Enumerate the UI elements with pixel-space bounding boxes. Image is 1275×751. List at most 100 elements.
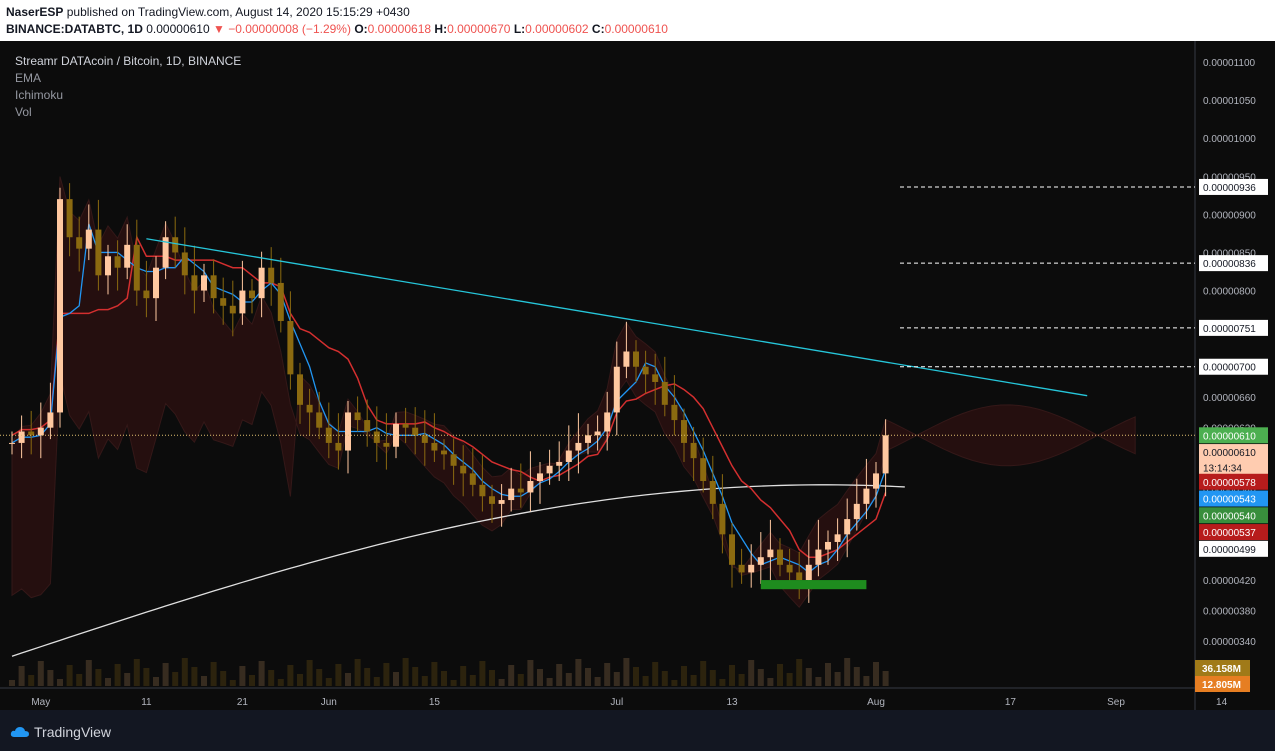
volume-bar — [153, 677, 159, 686]
candle-body — [671, 404, 678, 421]
y-tick-label: 0.00001050 — [1203, 96, 1256, 107]
candle-body — [460, 465, 467, 474]
volume-bar — [777, 664, 783, 686]
volume-bar — [220, 671, 227, 686]
price-marker-box — [1199, 507, 1268, 524]
volume-bar — [834, 672, 841, 686]
candle-body — [517, 488, 524, 493]
candle-body — [47, 412, 54, 428]
price-marker-box — [1199, 427, 1268, 444]
footer-bar: TradingView — [0, 710, 1275, 751]
candle-body — [623, 351, 630, 367]
candle-body — [844, 519, 851, 535]
candle-body — [815, 549, 822, 565]
candle-body — [287, 321, 294, 375]
volume-bar — [469, 675, 476, 686]
publisher-name[interactable]: NaserESP — [6, 5, 64, 19]
volume-bar — [85, 660, 92, 686]
volume-bar — [383, 663, 390, 686]
candle-body — [873, 473, 879, 489]
kijun-line — [11, 234, 887, 558]
price-marker-label: 0.00000610 — [1203, 448, 1256, 459]
price-marker-label: 0.00000543 — [1203, 495, 1256, 506]
volume-bar — [249, 675, 255, 686]
candle-body — [825, 541, 831, 550]
volume-bar — [393, 672, 399, 686]
candle-body — [537, 473, 543, 482]
volume-bar — [66, 665, 73, 686]
candle-body — [508, 488, 515, 501]
volume-bar — [450, 680, 457, 686]
tradingview-logo[interactable]: TradingView — [10, 724, 111, 740]
x-tick-label: May — [31, 697, 50, 708]
x-tick-label: 21 — [237, 697, 249, 708]
volume-bar — [114, 664, 121, 686]
candle-body — [57, 199, 63, 413]
legend-title[interactable]: Streamr DATAcoin / Bitcoin, 1D, BINANCE — [15, 54, 242, 68]
publish-line: NaserESP published on TradingView.com, A… — [6, 5, 410, 19]
volume-bar — [277, 679, 284, 686]
low-value: 0.00000602 — [525, 22, 589, 36]
volume-bar — [489, 670, 495, 686]
legend-item-ichimoku[interactable]: Ichimoku — [15, 88, 64, 102]
high-label: H: — [434, 22, 448, 36]
y-tick-label: 0.00000380 — [1203, 607, 1256, 618]
volume-bar — [863, 676, 870, 686]
volume-bar — [191, 667, 198, 686]
legend-item-vol[interactable]: Vol — [15, 105, 32, 119]
candle-body — [191, 275, 198, 291]
chart-area[interactable]: 0.00001100 0.00001050 0.00001000 0.00000950… — [0, 41, 1275, 710]
volume-bar — [479, 661, 486, 686]
candle-body — [258, 267, 265, 299]
volume-bar — [105, 678, 111, 686]
volume-bar — [316, 669, 323, 686]
last-price: 0.00000610 — [146, 22, 210, 36]
y-tick-label: 0.00000340 — [1203, 637, 1256, 648]
candle-body — [85, 229, 92, 249]
candle-body — [239, 290, 246, 314]
candle-body — [153, 267, 159, 299]
price-chart[interactable]: 0.00001100 0.00001050 0.00001000 0.00000950… — [0, 41, 1275, 710]
volume-bar — [345, 673, 351, 686]
volume-bar — [9, 680, 15, 686]
candle-body — [335, 442, 342, 451]
legend-item-ema[interactable]: EMA — [15, 71, 42, 85]
volume-bar — [431, 662, 438, 686]
candle-body — [249, 290, 255, 299]
volume-bar — [661, 671, 668, 686]
candle-body — [613, 366, 620, 413]
price-marker-label: 0.00000751 — [1203, 324, 1256, 335]
volume-bar — [325, 678, 332, 686]
price-marker-label: 0.00000537 — [1203, 528, 1256, 539]
ohlc-line: BINANCE:DATABTC, 1D 0.00000610 ▼ −0.0000… — [6, 22, 668, 36]
volume-bar — [700, 661, 707, 686]
candle-body — [18, 431, 25, 443]
candle-body — [76, 237, 83, 249]
candle-body — [364, 420, 371, 432]
volume-bar — [786, 673, 793, 686]
volume-bar — [508, 665, 515, 686]
volume-bar — [805, 668, 812, 686]
candle-body — [297, 374, 303, 405]
candle-body — [277, 282, 284, 322]
open-label: O: — [354, 22, 368, 36]
x-tick-label: Jun — [321, 697, 337, 708]
candle-body — [306, 404, 313, 413]
candle-body — [748, 564, 755, 573]
y-tick-label: 0.00000660 — [1203, 393, 1256, 404]
candle-body — [479, 484, 486, 497]
volume-bar — [633, 667, 639, 686]
candle-body — [777, 549, 783, 565]
candle-body — [172, 237, 179, 253]
volume-bar — [201, 676, 207, 686]
price-marker-box — [1199, 319, 1268, 336]
volume-bar — [133, 659, 140, 686]
volume-bar — [258, 661, 265, 686]
candle-body — [143, 290, 150, 299]
volume-bar — [28, 675, 35, 686]
x-tick-label: 14 — [1216, 697, 1228, 708]
volume-bar — [767, 678, 774, 686]
candle-body — [383, 442, 390, 447]
y-tick-label: 0.00001100 — [1203, 58, 1256, 69]
volume-bar — [57, 679, 63, 686]
